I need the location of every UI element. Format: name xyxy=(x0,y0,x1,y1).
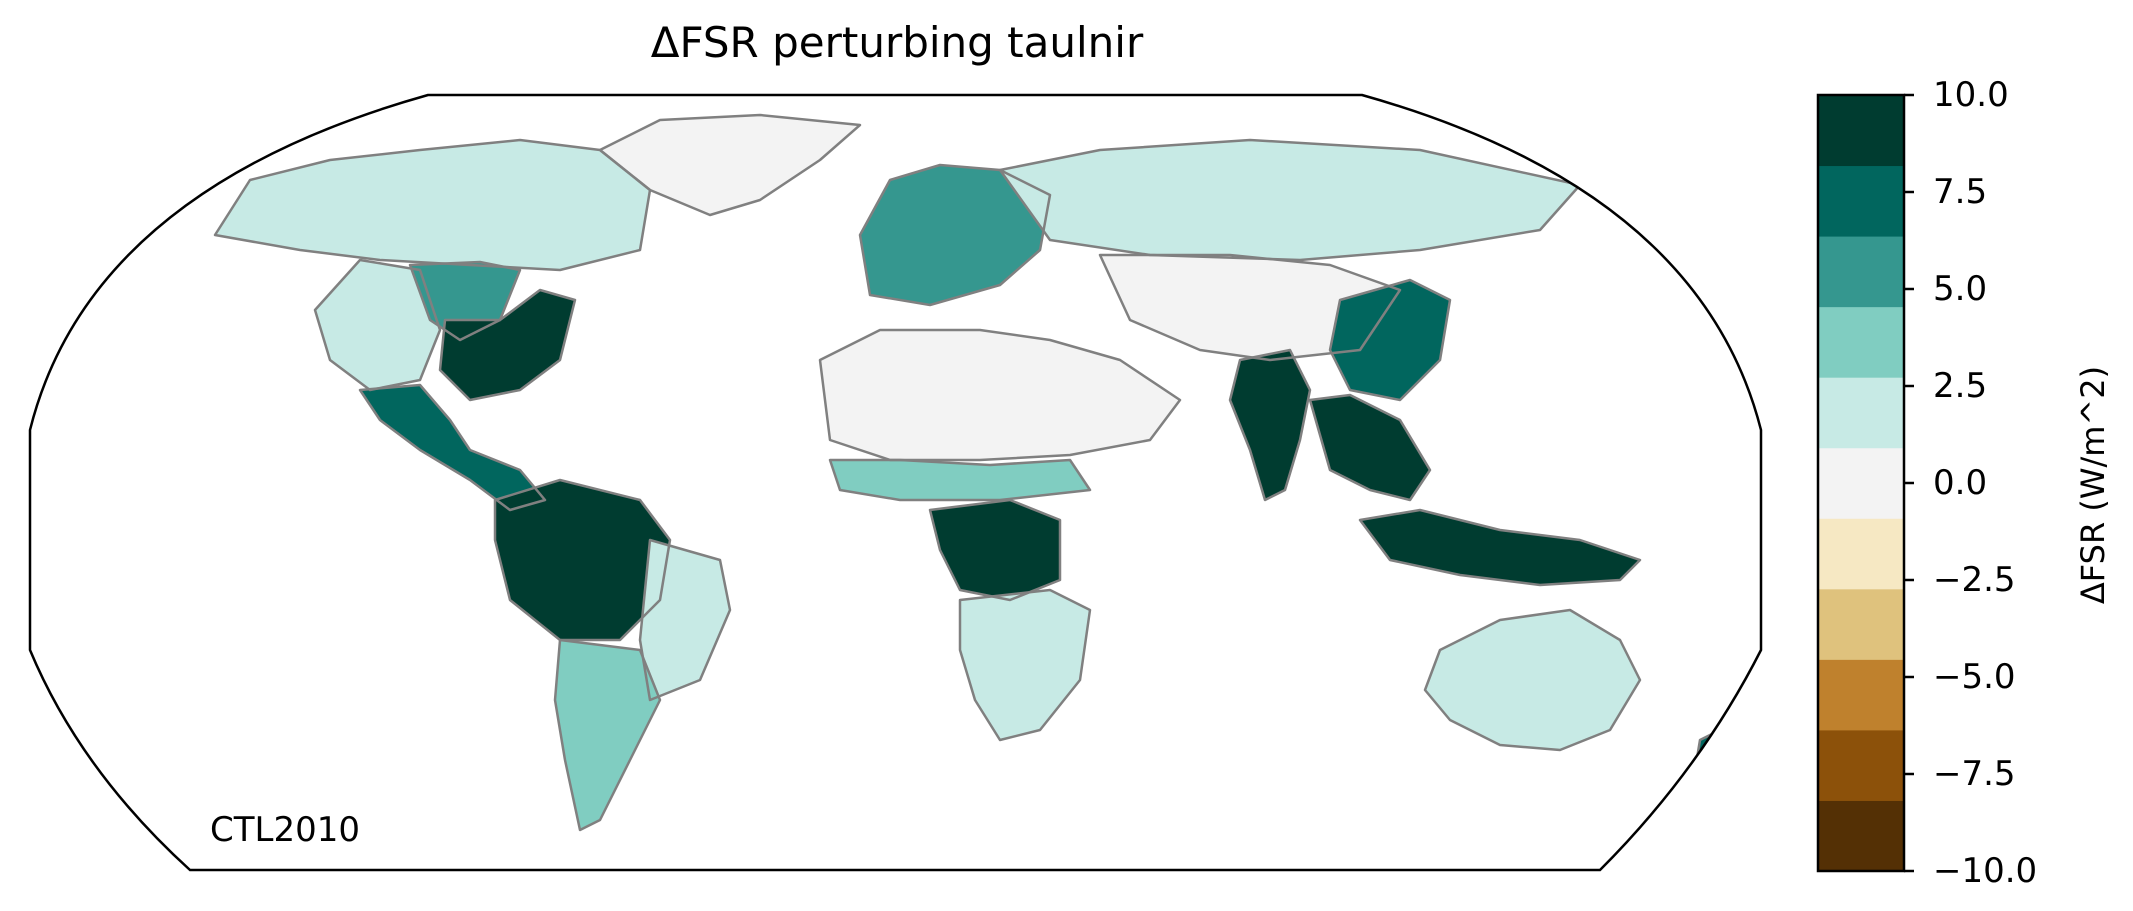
colorbar-band xyxy=(1818,377,1904,449)
map-frame xyxy=(28,93,1763,872)
colorbar-band xyxy=(1818,165,1904,237)
colorbar-tick-label: −2.5 xyxy=(1933,560,2016,600)
region-cell xyxy=(860,165,1050,305)
coastline xyxy=(553,638,662,832)
colorbar-label: ΔFSR (W/m^2) xyxy=(2074,365,2112,605)
region-cell xyxy=(495,480,670,640)
region-cell xyxy=(960,590,1090,740)
colorbar-tick-label: −10.0 xyxy=(1933,851,2038,891)
region-cell xyxy=(215,140,650,270)
colorbar-bands xyxy=(1818,95,1904,872)
region-cell xyxy=(600,115,860,215)
colorbar-tick-label: −7.5 xyxy=(1933,754,2016,794)
coastline xyxy=(1328,278,1452,402)
coastline xyxy=(858,163,1052,307)
colorbar-tick-label: 2.5 xyxy=(1933,366,1988,406)
coastline xyxy=(998,138,1582,262)
colorbar-tick-label: 5.0 xyxy=(1933,269,1988,309)
colorbar-band xyxy=(1818,306,1904,378)
coastline xyxy=(1308,393,1432,502)
colorbar-band xyxy=(1818,659,1904,731)
coastline xyxy=(818,328,1182,462)
coastline xyxy=(1228,348,1312,502)
coastline xyxy=(638,538,732,702)
colorbar-tick-label: −5.0 xyxy=(1933,657,2016,697)
region-cell xyxy=(1330,280,1450,400)
region-cell xyxy=(1360,510,1640,585)
coastline xyxy=(598,113,862,217)
colorbar-ticks xyxy=(1904,93,1914,873)
colorbar-band xyxy=(1818,95,1904,167)
region-cell xyxy=(820,330,1180,460)
coastline xyxy=(313,258,442,392)
region-cell xyxy=(1230,350,1310,500)
colorbar-band xyxy=(1818,447,1904,519)
region-cell xyxy=(930,500,1060,600)
map-title: ΔFSR perturbing taulnir xyxy=(650,18,1144,67)
coastline xyxy=(1423,608,1642,752)
colorbar-band xyxy=(1818,518,1904,590)
coastline xyxy=(358,383,547,512)
colorbar-tick-label: 0.0 xyxy=(1933,463,1988,503)
region-cell xyxy=(830,460,1090,500)
coastline xyxy=(493,478,672,642)
coastline xyxy=(928,498,1062,602)
colorbar-tick-label: 10.0 xyxy=(1933,75,2009,115)
colorbar-band xyxy=(1818,800,1904,872)
coastlines xyxy=(213,113,1732,832)
coastline xyxy=(438,288,577,402)
region-cell xyxy=(555,640,660,830)
colorbar-tick-label: 7.5 xyxy=(1933,172,1988,212)
region-cell xyxy=(315,260,440,390)
region-cell xyxy=(360,385,545,510)
coastline xyxy=(1098,253,1402,362)
coastline xyxy=(1358,508,1642,587)
region-cell xyxy=(1100,255,1400,360)
coastline xyxy=(958,588,1092,742)
colorbar-band xyxy=(1818,236,1904,308)
colorbar-band xyxy=(1818,588,1904,660)
colorbar-band xyxy=(1818,729,1904,801)
region-cell xyxy=(1425,610,1640,750)
run-label: CTL2010 xyxy=(210,810,360,850)
region-cell xyxy=(1000,140,1580,260)
coastline xyxy=(828,458,1092,502)
